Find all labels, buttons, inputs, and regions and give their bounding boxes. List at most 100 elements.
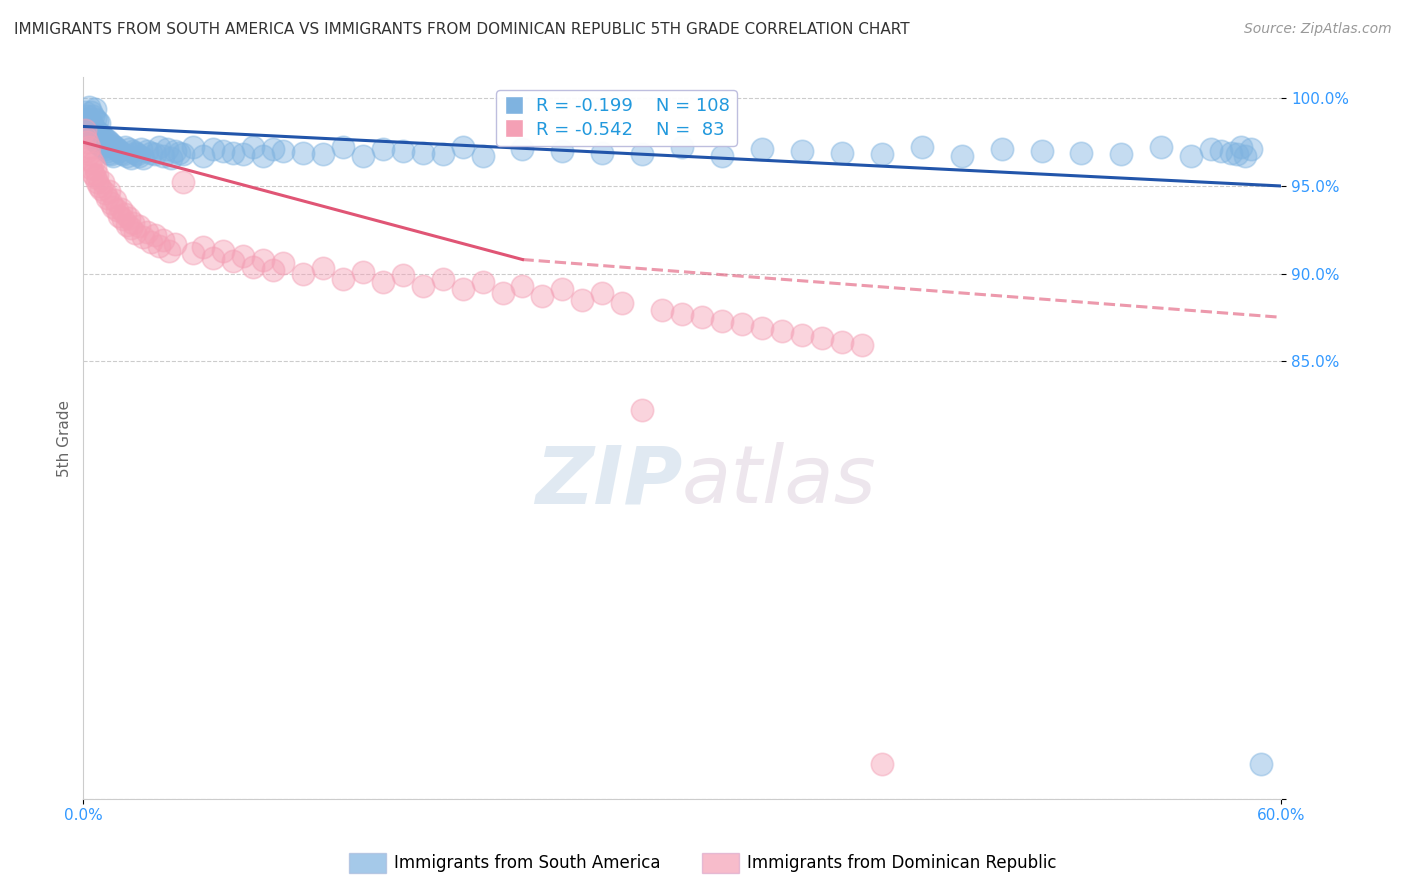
Point <box>112 212 135 227</box>
Point <box>128 219 150 234</box>
Point <box>120 151 142 165</box>
Point <box>471 275 494 289</box>
Point <box>143 147 166 161</box>
Point <box>471 149 494 163</box>
Point <box>181 245 204 260</box>
Point <box>76 109 98 123</box>
Point <box>671 307 693 321</box>
Point <box>950 149 973 163</box>
Point <box>76 144 98 158</box>
Point <box>89 179 111 194</box>
Point <box>103 138 125 153</box>
Point <box>262 142 284 156</box>
Point <box>100 147 122 161</box>
Point <box>118 211 141 225</box>
Point <box>129 142 152 156</box>
Point <box>114 140 136 154</box>
Point <box>451 140 474 154</box>
Point <box>148 238 170 252</box>
Point <box>371 142 394 156</box>
Y-axis label: 5th Grade: 5th Grade <box>58 400 72 476</box>
Point <box>82 130 104 145</box>
Point <box>98 184 121 198</box>
Point <box>1234 149 1257 163</box>
Point <box>551 282 574 296</box>
Point <box>790 144 813 158</box>
Point <box>191 149 214 163</box>
Point <box>160 151 183 165</box>
Point <box>651 303 673 318</box>
Point <box>252 149 274 163</box>
Point <box>232 249 254 263</box>
Point <box>105 203 128 218</box>
Point <box>432 147 454 161</box>
Point <box>80 161 103 176</box>
Point <box>105 142 128 156</box>
Point <box>831 145 853 160</box>
Point <box>1111 147 1133 161</box>
Point <box>1230 140 1253 154</box>
Point <box>84 123 107 137</box>
Point <box>870 147 893 161</box>
Text: ZIP: ZIP <box>534 442 682 520</box>
Point <box>1031 144 1053 158</box>
Point <box>202 251 225 265</box>
Point <box>80 116 103 130</box>
Point <box>75 123 97 137</box>
Point <box>152 149 174 163</box>
Point <box>77 112 100 127</box>
Point <box>80 153 103 167</box>
Point <box>512 278 534 293</box>
Point <box>82 156 104 170</box>
Point <box>77 140 100 154</box>
Point <box>89 116 111 130</box>
Point <box>491 285 513 300</box>
Point <box>91 130 114 145</box>
Point <box>86 125 108 139</box>
Point <box>591 145 613 160</box>
Point <box>100 136 122 151</box>
Text: Source: ZipAtlas.com: Source: ZipAtlas.com <box>1244 22 1392 37</box>
Point <box>911 140 934 154</box>
Point <box>291 145 314 160</box>
Point <box>531 289 554 303</box>
Point <box>165 144 187 158</box>
Point <box>851 338 873 352</box>
Point <box>1070 145 1092 160</box>
Point <box>451 282 474 296</box>
Point <box>90 182 112 196</box>
Point <box>332 272 354 286</box>
Point <box>86 135 108 149</box>
Point <box>352 265 374 279</box>
Point <box>412 278 434 293</box>
Point <box>242 260 264 274</box>
Point <box>94 132 117 146</box>
Point <box>108 144 131 158</box>
Point <box>136 225 159 239</box>
Point <box>132 229 155 244</box>
Point <box>551 144 574 158</box>
Point <box>77 100 100 114</box>
Point <box>77 147 100 161</box>
Point <box>76 118 98 132</box>
Point <box>94 186 117 200</box>
Point <box>870 756 893 771</box>
Text: atlas: atlas <box>682 442 877 520</box>
Point <box>222 254 245 268</box>
Point <box>108 209 131 223</box>
Point <box>591 285 613 300</box>
Point <box>141 235 163 249</box>
Point <box>751 142 773 156</box>
Point <box>104 140 127 154</box>
Point <box>80 105 103 120</box>
Point <box>94 142 117 156</box>
Point <box>84 170 107 185</box>
Point <box>1240 142 1263 156</box>
Point <box>84 102 107 116</box>
Point <box>1150 140 1173 154</box>
Point <box>167 145 190 160</box>
Point <box>118 142 141 156</box>
Point <box>90 128 112 143</box>
Point <box>89 127 111 141</box>
Point <box>80 127 103 141</box>
